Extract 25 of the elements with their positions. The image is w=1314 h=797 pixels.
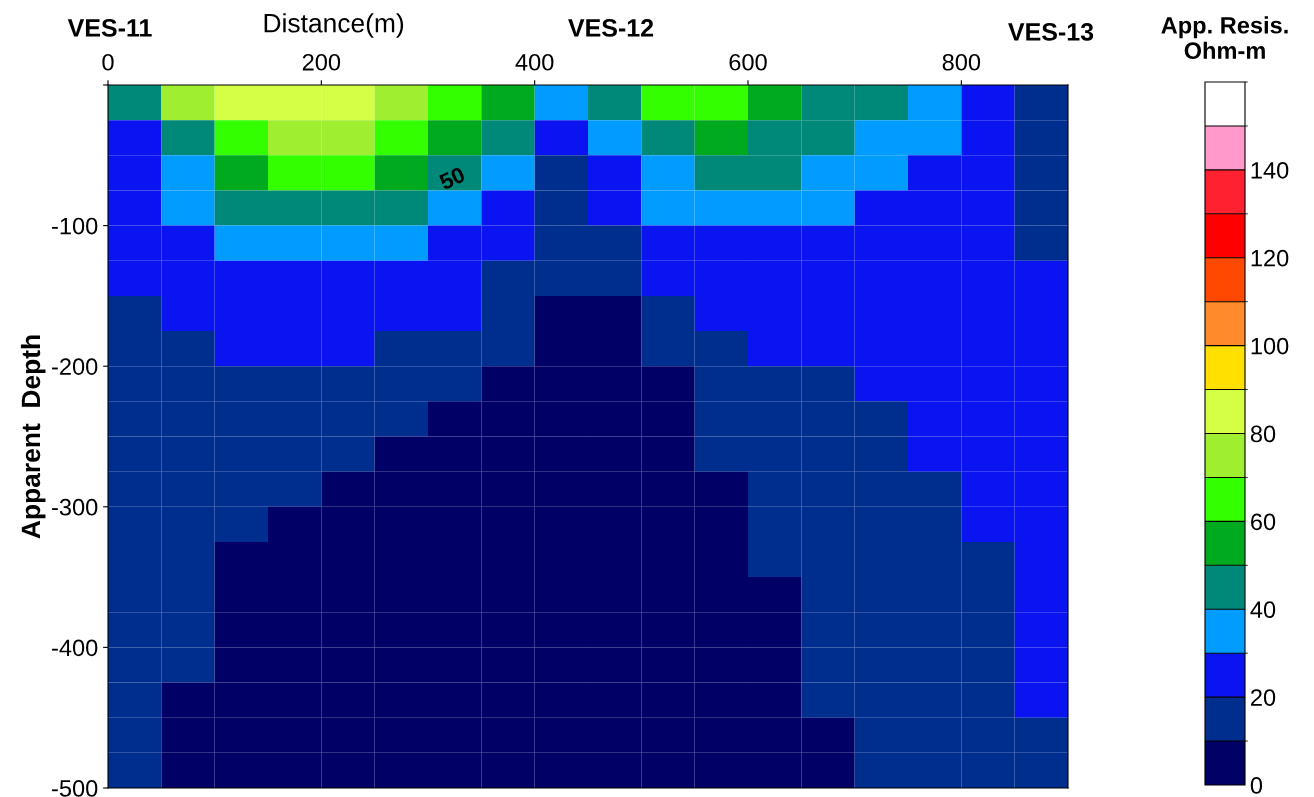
x-tick-label: 800 [942, 53, 981, 71]
color-bar-label: 40 [1250, 601, 1276, 619]
color-bar-label: 80 [1250, 425, 1276, 443]
color-bar-label: 60 [1251, 513, 1276, 531]
color-bar-label: 120 [1251, 249, 1289, 267]
color-bar-label: 100 [1251, 337, 1289, 355]
color-bar-title: App. Resis. Ohm-m [1161, 16, 1288, 60]
color-bar-label: 0 [1250, 777, 1263, 794]
color-bar-label: 140 [1251, 161, 1289, 179]
y-tick-label: -400 [52, 639, 98, 657]
annotation: 50 [438, 166, 466, 191]
x-tick-label: 600 [729, 53, 767, 71]
color-bar-label: 20 [1251, 689, 1276, 706]
x-axis-title: Distance(m) [264, 13, 404, 38]
text: VES-13 [1008, 23, 1094, 41]
x-tick-label: 200 [302, 53, 341, 71]
text: VES-11 [67, 19, 152, 37]
y-tick-label: -500 [52, 780, 98, 797]
y-tick-label: -300 [52, 498, 98, 516]
y-tick-label: -200 [52, 358, 98, 375]
y-tick-label: -100 [52, 217, 98, 235]
x-tick-label: 400 [515, 53, 554, 71]
y-axis-title: Apparent Depth [20, 335, 46, 539]
text: VES-12 [568, 19, 654, 37]
x-tick-label: 0 [102, 53, 114, 71]
